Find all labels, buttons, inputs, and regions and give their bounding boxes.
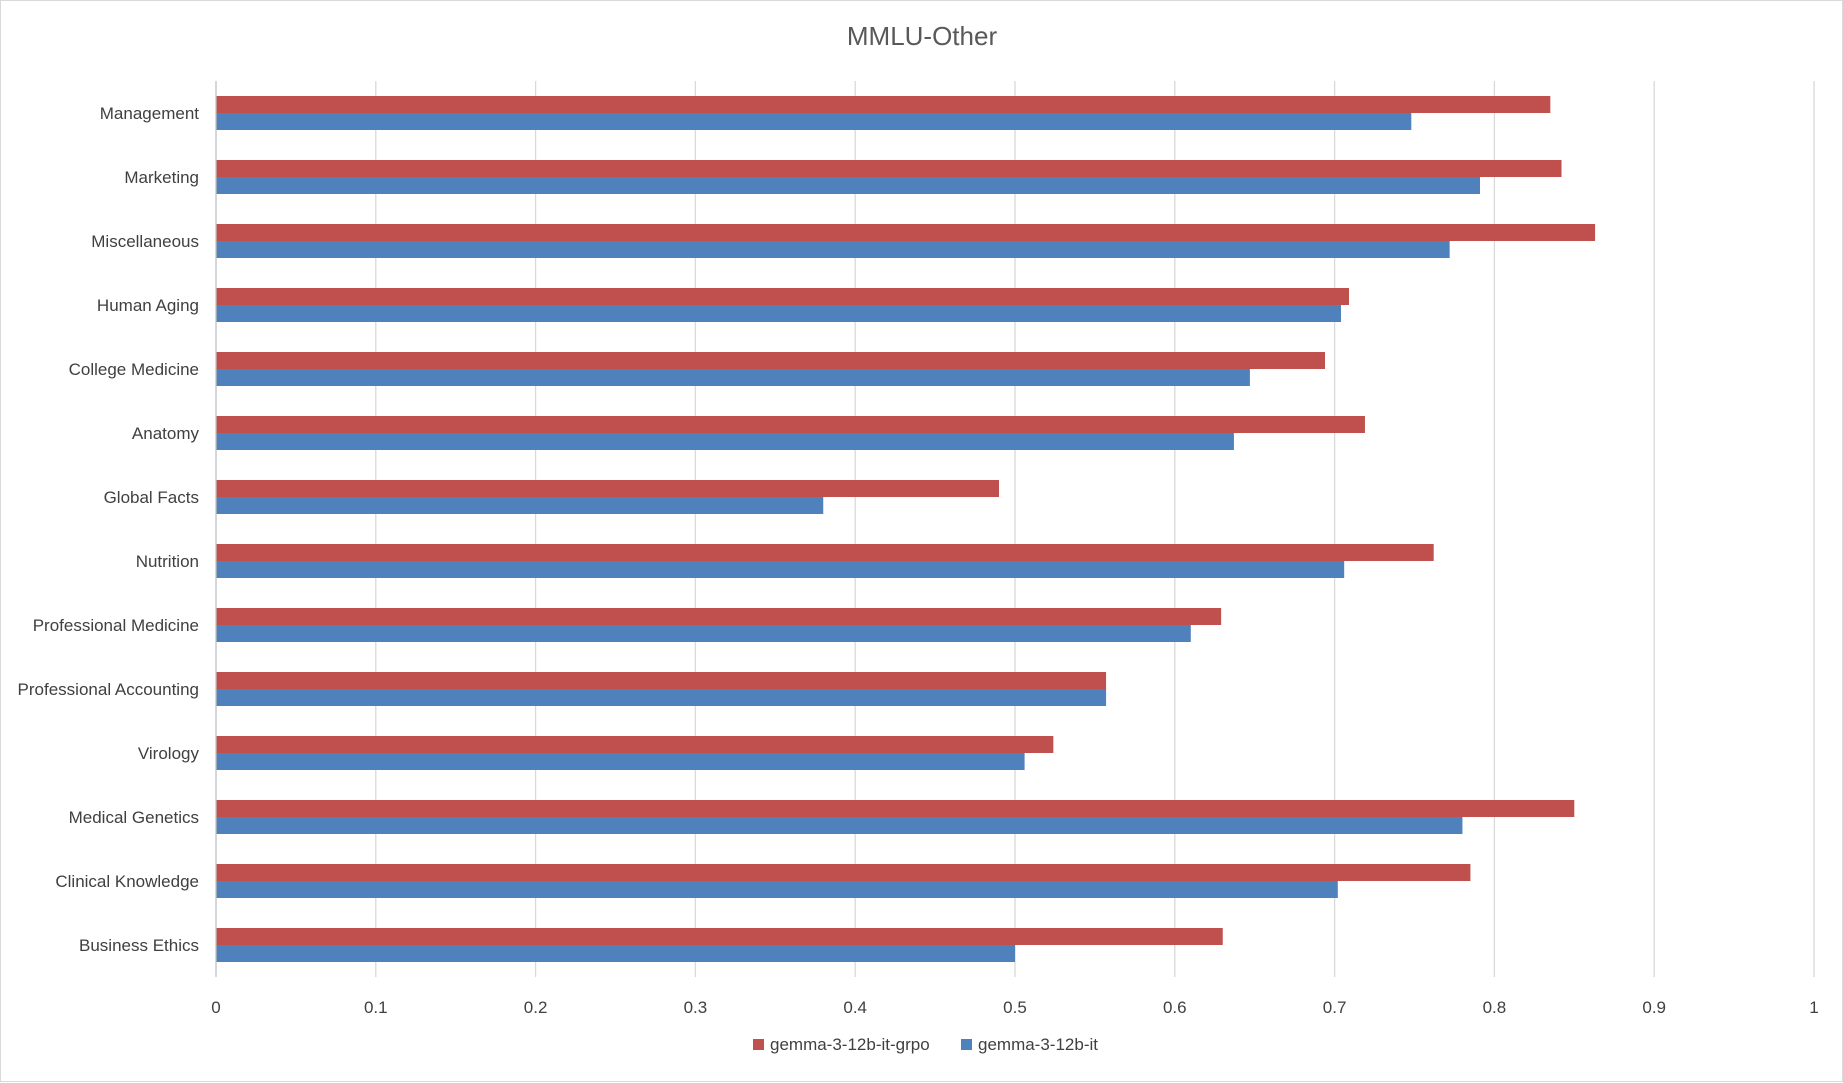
bar-grpo-virology: [216, 736, 1054, 753]
category-label: Clinical Knowledge: [55, 872, 199, 891]
category-label: Business Ethics: [79, 936, 199, 955]
x-tick-label: 0.8: [1483, 998, 1507, 1017]
bar-base-marketing: [216, 177, 1481, 194]
category-label: Anatomy: [132, 424, 200, 443]
category-label: Medical Genetics: [69, 808, 199, 827]
category-label: Nutrition: [136, 552, 199, 571]
bar-grpo-clinical-knowledge: [216, 864, 1471, 881]
category-label: College Medicine: [69, 360, 199, 379]
bar-base-anatomy: [216, 433, 1234, 450]
bar-grpo-management: [216, 96, 1551, 113]
legend-label-base: gemma-3-12b-it: [978, 1035, 1098, 1054]
category-label: Global Facts: [104, 488, 199, 507]
bar-base-miscellaneous: [216, 241, 1450, 258]
legend-swatch-grpo: [753, 1039, 764, 1050]
bar-base-clinical-knowledge: [216, 881, 1338, 898]
bar-grpo-business-ethics: [216, 928, 1223, 945]
x-tick-label: 0: [211, 998, 220, 1017]
category-labels: Management Marketing Miscellaneous Human Ag…: [18, 104, 200, 955]
bar-grpo-human-aging: [216, 288, 1349, 305]
category-label: Human Aging: [97, 296, 199, 315]
bar-base-college-medicine: [216, 369, 1250, 386]
bar-base-medical-genetics: [216, 817, 1463, 834]
category-label: Management: [100, 104, 200, 123]
x-tick-label: 0.7: [1323, 998, 1347, 1017]
gridlines: [375, 81, 1815, 977]
bar-base-professional-medicine: [216, 625, 1191, 642]
bar-grpo-marketing: [216, 160, 1562, 177]
category-label: Virology: [138, 744, 200, 763]
x-tick-label: 0.5: [1003, 998, 1027, 1017]
x-tick-label: 0.9: [1642, 998, 1666, 1017]
x-tick-label: 0.3: [684, 998, 708, 1017]
legend-label-grpo: gemma-3-12b-it-grpo: [770, 1035, 930, 1054]
x-tick-label: 0.1: [364, 998, 388, 1017]
x-tick-label: 1: [1809, 998, 1818, 1017]
bar-base-management: [216, 113, 1412, 130]
category-label: Marketing: [124, 168, 199, 187]
legend-swatch-base: [961, 1039, 972, 1050]
bar-grpo-professional-medicine: [216, 608, 1222, 625]
bar-base-global-facts: [216, 497, 824, 514]
category-label: Professional Accounting: [18, 680, 199, 699]
category-label: Professional Medicine: [33, 616, 199, 635]
bar-grpo-professional-accounting: [216, 672, 1107, 689]
x-tick-label: 0.6: [1163, 998, 1187, 1017]
category-label: Miscellaneous: [91, 232, 199, 251]
x-tick-labels: 0 0.1 0.2 0.3 0.4 0.5 0.6 0.7 0.8 0.9 1: [211, 998, 1818, 1017]
bar-grpo-miscellaneous: [216, 224, 1596, 241]
bar-grpo-medical-genetics: [216, 800, 1575, 817]
bar-grpo-college-medicine: [216, 352, 1326, 369]
x-tick-label: 0.2: [524, 998, 548, 1017]
bar-base-professional-accounting: [216, 689, 1107, 706]
bar-base-nutrition: [216, 561, 1345, 578]
legend: gemma-3-12b-it-grpo gemma-3-12b-it: [753, 1035, 1098, 1054]
bar-base-business-ethics: [216, 945, 1015, 962]
bar-base-human-aging: [216, 305, 1341, 322]
bars: [216, 96, 1596, 962]
x-tick-label: 0.4: [843, 998, 867, 1017]
chart-title: MMLU-Other: [847, 21, 998, 51]
bar-base-virology: [216, 753, 1025, 770]
bar-grpo-nutrition: [216, 544, 1434, 561]
bar-grpo-anatomy: [216, 416, 1365, 433]
bar-grpo-global-facts: [216, 480, 1000, 497]
